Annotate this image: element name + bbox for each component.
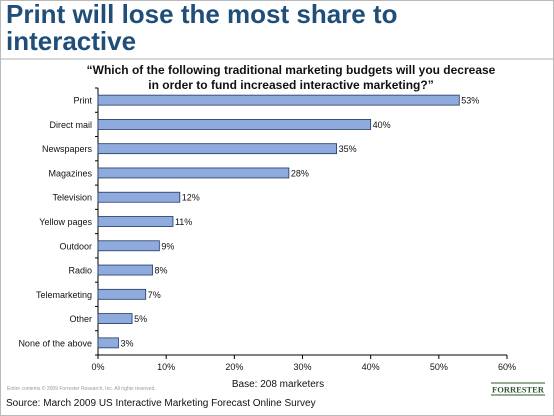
logo-text: FORRESTER [492, 385, 545, 395]
title-line-1: Print will lose the most share to [6, 0, 398, 29]
bar-magazines [97, 167, 290, 179]
data-label: 8% [155, 266, 168, 276]
base-note: Base: 208 marketers [231, 379, 325, 390]
data-label: 5% [134, 314, 147, 324]
category-label: None of the above [18, 338, 92, 348]
survey-question: “Which of the following traditional mark… [61, 63, 521, 93]
bar-chart: 0% 10% 20% 30% 40% 50% 60% Print 53% Direct mail 4… [18, 87, 516, 372]
category-label: Yellow pages [39, 217, 92, 227]
bar-outdoor [97, 240, 160, 252]
x-tick-label: 40% [362, 362, 380, 372]
x-tick-label: 30% [293, 362, 311, 372]
bar-yellow-pages [97, 216, 174, 227]
x-tick-label: 20% [225, 362, 243, 372]
title-line-2: interactive [6, 26, 137, 56]
data-label: 7% [148, 290, 161, 300]
bar-newspapers [97, 143, 337, 155]
bar-television [97, 191, 181, 203]
slide-title: Print will lose the most share to intera… [6, 1, 546, 55]
title-divider [1, 58, 553, 60]
data-label: 12% [182, 193, 200, 203]
category-label: Print [73, 96, 92, 106]
bar-other [97, 313, 133, 324]
x-tick-label: 10% [157, 362, 175, 372]
bar-direct-mail [97, 119, 372, 130]
forrester-logo: FORRESTER [489, 379, 547, 399]
category-label: Television [52, 193, 92, 203]
bar-radio [97, 264, 153, 276]
category-label: Newspapers [42, 144, 93, 154]
question-line-2: in order to fund increased interactive m… [148, 78, 434, 92]
question-line-1: “Which of the following traditional mark… [86, 63, 496, 77]
x-tick-label: 50% [430, 362, 448, 372]
x-tick-label: 0% [91, 362, 104, 372]
category-label: Telemarketing [36, 290, 92, 300]
data-label: 28% [291, 168, 309, 178]
category-label: Magazines [48, 168, 92, 178]
x-tick-label: 60% [498, 362, 516, 372]
category-label: Outdoor [59, 241, 92, 251]
bar-none-of-the-above [97, 337, 119, 349]
bar-print [97, 94, 460, 106]
data-label: 9% [161, 241, 174, 251]
bar-telemarketing [97, 288, 147, 300]
data-label: 11% [175, 217, 192, 227]
source-note: Source: March 2009 US Interactive Market… [6, 398, 316, 409]
data-label: 35% [339, 144, 357, 154]
data-label: 53% [461, 96, 479, 106]
category-label: Radio [68, 266, 92, 276]
data-label: 40% [373, 120, 391, 130]
category-label: Direct mail [49, 120, 92, 130]
data-label: 3% [120, 338, 133, 348]
copyright-notice: Entire contents © 2009 Forrester Researc… [7, 386, 156, 392]
category-label: Other [69, 314, 92, 324]
